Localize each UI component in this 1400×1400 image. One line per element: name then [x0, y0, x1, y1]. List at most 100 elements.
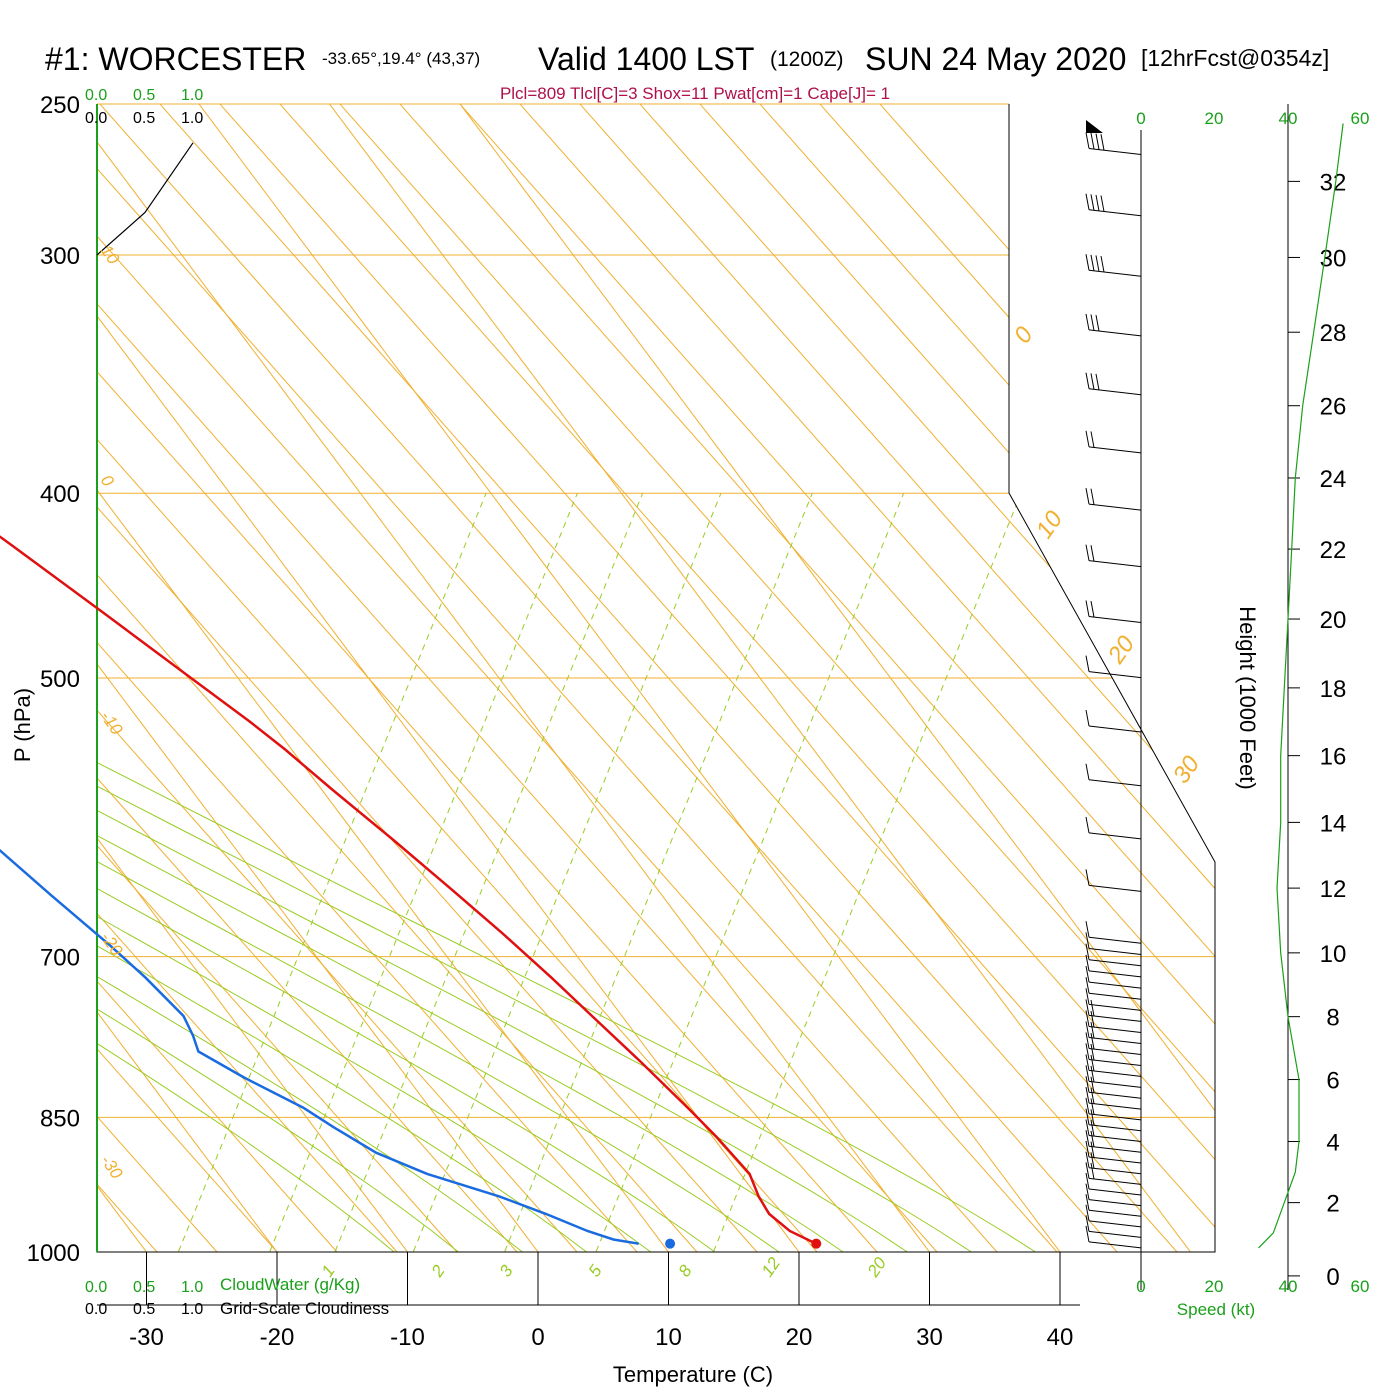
dewpoint-series-line	[0, 848, 640, 1245]
speed-tick-label-top: 60	[1351, 109, 1370, 128]
mixing-ratio-line	[700, 492, 1022, 1252]
height-tick-label: 10	[1320, 941, 1347, 968]
isotherm-line	[97, 104, 439, 1252]
isotherm-label-upper: 20	[1102, 631, 1140, 670]
wind-barb	[1088, 1167, 1142, 1175]
isotherm-line	[97, 104, 700, 1252]
wind-barb-flag	[1085, 1086, 1090, 1104]
wind-barb	[1088, 1124, 1142, 1132]
wind-barb-flag	[1090, 431, 1095, 448]
wind-barb-flag	[1085, 977, 1090, 994]
wind-barb-flag	[1085, 932, 1090, 949]
dry-adiabat-line	[97, 104, 758, 1252]
wind-barb-flag	[1090, 1043, 1095, 1061]
moist-adiabat-line	[97, 104, 569, 1252]
moist-adiabat-line	[97, 104, 765, 1252]
bot-cw-0: 0.0	[85, 1279, 107, 1296]
wind-barb	[1088, 1058, 1142, 1066]
wind-barb-flag	[1085, 709, 1090, 727]
wind-barb	[1088, 1003, 1142, 1011]
dry-adiabat-line	[97, 104, 1058, 1252]
wind-barb-flag	[1095, 373, 1100, 391]
isotherm-label-upper: 0	[1009, 321, 1039, 348]
wind-barb	[1088, 1025, 1142, 1033]
dry-adiabat-line	[97, 104, 818, 1252]
wind-barb	[1088, 884, 1142, 892]
wind-barb	[1088, 779, 1142, 787]
top-cloudiness-scale: 0.0 0.5 1.0	[85, 110, 203, 127]
height-tick-label: 16	[1320, 744, 1347, 771]
mixing-ratio-line	[400, 492, 722, 1252]
dry-adiabat-line	[326, 104, 1215, 1252]
isotherm-line	[190, 104, 1215, 1252]
wind-barb-flag	[1090, 999, 1095, 1017]
moist-adiabat-line	[97, 104, 700, 1252]
dry-adiabat-line	[97, 104, 398, 1252]
top-cl-0: 0.0	[85, 110, 107, 127]
dry-adiabat-line	[97, 104, 998, 1252]
wind-barb	[1088, 616, 1142, 623]
wind-barb-flag	[1085, 655, 1090, 672]
wind-barb-flag	[1085, 1065, 1090, 1082]
isotherm-line	[97, 104, 961, 1252]
wind-barb-flag	[1085, 869, 1090, 886]
wind-barb	[1088, 1091, 1142, 1099]
top-cl-1: 0.5	[133, 110, 155, 127]
top-cloudwater-scale: 0.0 0.5 1.0	[85, 87, 203, 104]
height-tick-label: 20	[1320, 607, 1347, 634]
height-tick-label: 2	[1326, 1191, 1339, 1218]
wind-barb	[1088, 1036, 1142, 1044]
wind-barb-flag	[1095, 133, 1100, 150]
wind-barb-flag	[1085, 1151, 1090, 1168]
dry-adiabat-line	[97, 104, 458, 1252]
wind-barb-flag	[1085, 313, 1090, 331]
mixing-ratio-label: 5	[585, 1261, 606, 1280]
mixing-ratio-line	[165, 492, 487, 1252]
wind-barb	[1088, 1102, 1142, 1110]
wind-barb	[1088, 1080, 1142, 1088]
wind-barb	[1088, 936, 1142, 944]
isotherm-line	[97, 104, 569, 1252]
mixing-ratio-label: 20	[863, 1253, 890, 1281]
dry-adiabat-line	[97, 104, 938, 1252]
wind-barb-flag	[1090, 1162, 1095, 1180]
wind-barb-flag	[1085, 1172, 1090, 1190]
wind-barb-flag	[1085, 921, 1090, 938]
dry-adiabat-line	[206, 104, 1215, 1252]
isotherm-label-upper: 30	[1168, 751, 1206, 789]
dry-adiabat-line	[266, 104, 1215, 1252]
wind-barb	[1088, 560, 1142, 568]
wind-barb	[1088, 1145, 1142, 1153]
temperature-tick-label: 40	[1047, 1324, 1074, 1351]
speed-tick-label-bottom: 60	[1351, 1277, 1370, 1296]
temperature-tick-label: 0	[531, 1324, 544, 1351]
bot-cl-2: 1.0	[181, 1301, 203, 1318]
wind-barb	[1088, 725, 1142, 733]
zulu-time: (1200Z)	[770, 48, 844, 71]
pressure-tick-label: 300	[40, 243, 80, 270]
speed-tick-label-top: 20	[1205, 109, 1224, 128]
height-tick-label: 18	[1320, 676, 1347, 703]
isotherm-label: -30	[97, 1151, 127, 1182]
height-tick-label: 28	[1320, 320, 1347, 347]
height-tick-label: 6	[1326, 1068, 1339, 1095]
wind-barb-flag	[1085, 1043, 1090, 1060]
dry-adiabat-line	[97, 104, 1178, 1252]
wind-barb-flag	[1085, 1054, 1090, 1071]
moist-adiabat-line	[97, 104, 895, 1252]
wind-barb-flag	[1090, 1022, 1095, 1039]
wind-barb-flag	[1090, 1152, 1095, 1169]
mixing-ratio-line	[257, 492, 578, 1252]
height-tick-label: 26	[1320, 394, 1347, 421]
wind-barb-flag	[1095, 255, 1100, 272]
temperature-series-line	[0, 535, 817, 1245]
bot-cl-1: 0.5	[133, 1301, 155, 1318]
wind-barb-flag	[1085, 372, 1090, 389]
wind-barb	[1088, 947, 1142, 955]
speed-tick-label-bottom: 40	[1279, 1277, 1298, 1296]
speed-tick-label-top: 40	[1279, 109, 1298, 128]
mixing-ratio-line	[583, 492, 905, 1252]
dry-adiabat-line	[0, 0, 37, 1252]
wind-barb-flag	[1085, 1225, 1090, 1243]
